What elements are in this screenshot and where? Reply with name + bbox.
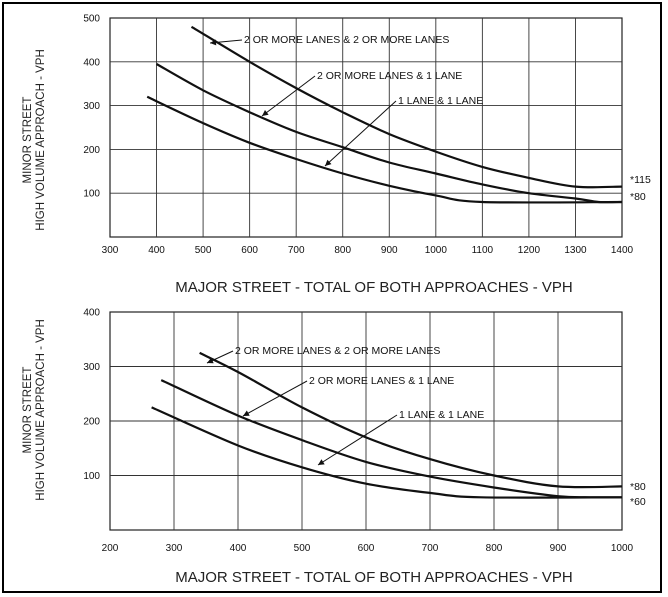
y-tick-label: 300: [83, 101, 100, 112]
end-value-label: *80: [630, 481, 646, 493]
plot-area: [110, 18, 622, 237]
y-tick-label: 200: [83, 417, 100, 428]
y-tick-label: 300: [83, 362, 100, 373]
x-tick-label: 1100: [472, 245, 494, 256]
series-leader-line-2: [243, 381, 307, 416]
x-tick-label: 900: [550, 543, 567, 554]
series-label-1: 2 OR MORE LANES & 2 OR MORE LANES: [244, 34, 449, 46]
x-axis-title: MAJOR STREET - TOTAL OF BOTH APPROACHES …: [175, 279, 573, 296]
series-arrowhead-2: [262, 110, 269, 116]
y-tick-label: 100: [83, 471, 100, 482]
y-tick-label: 200: [83, 145, 100, 156]
series-leader-line-3: [318, 415, 397, 465]
end-value-label: *80: [630, 191, 646, 203]
y-tick-label: 400: [83, 308, 100, 319]
x-tick-label: 600: [358, 543, 375, 554]
x-tick-label: 300: [102, 245, 119, 256]
series-line-1: [192, 27, 623, 187]
series-arrowhead-3: [318, 459, 325, 465]
chart-bottom: 200 300 400 500 600 700 800 900 1000 100 200 300 400…: [22, 308, 646, 587]
x-tick-label: 800: [334, 245, 351, 256]
series-label-2: 2 OR MORE LANES & 1 LANE: [317, 70, 462, 82]
series-line-2: [161, 380, 622, 497]
x-tick-label: 700: [288, 245, 305, 256]
y-axis-title-line1: MINOR STREET: [22, 97, 34, 184]
series-label-2: 2 OR MORE LANES & 1 LANE: [309, 375, 454, 387]
x-tick-label: 400: [148, 245, 165, 256]
x-tick-label: 200: [102, 543, 119, 554]
x-tick-label: 1200: [518, 245, 541, 256]
x-tick-label: 500: [294, 543, 311, 554]
x-tick-label: 800: [486, 543, 503, 554]
series-label-1: 2 OR MORE LANES & 2 OR MORE LANES: [235, 345, 440, 357]
end-value-label: *115: [630, 174, 651, 186]
x-tick-label: 700: [422, 543, 439, 554]
series-label-3: 1 LANE & 1 LANE: [398, 95, 483, 107]
end-value-label: *60: [630, 496, 646, 508]
x-tick-label: 500: [195, 245, 212, 256]
chart-top: 300 400 500 600 700 800 900 1000 1100 1200 1300 140…: [22, 14, 651, 297]
x-tick-label: 1000: [425, 245, 448, 256]
x-tick-label: 300: [166, 543, 183, 554]
x-tick-label: 1400: [611, 245, 634, 256]
y-axis-title-line1: MINOR STREET: [22, 367, 34, 454]
y-tick-label: 500: [83, 14, 100, 25]
series-label-3: 1 LANE & 1 LANE: [399, 409, 484, 421]
x-tick-label: 600: [241, 245, 258, 256]
x-tick-label: 1300: [564, 245, 587, 256]
x-tick-label: 900: [381, 245, 398, 256]
y-axis-title-line2: HIGH VOLUME APPROACH - VPH: [35, 319, 47, 500]
x-tick-label: 1000: [611, 543, 634, 554]
y-tick-label: 100: [83, 189, 100, 200]
series-leader-line-2: [262, 76, 315, 116]
y-axis-title-line2: HIGH VOLUME APPROACH - VPH: [35, 49, 47, 230]
y-tick-label: 400: [83, 57, 100, 68]
x-tick-label: 400: [230, 543, 247, 554]
x-axis-title: MAJOR STREET - TOTAL OF BOTH APPROACHES …: [175, 569, 573, 586]
